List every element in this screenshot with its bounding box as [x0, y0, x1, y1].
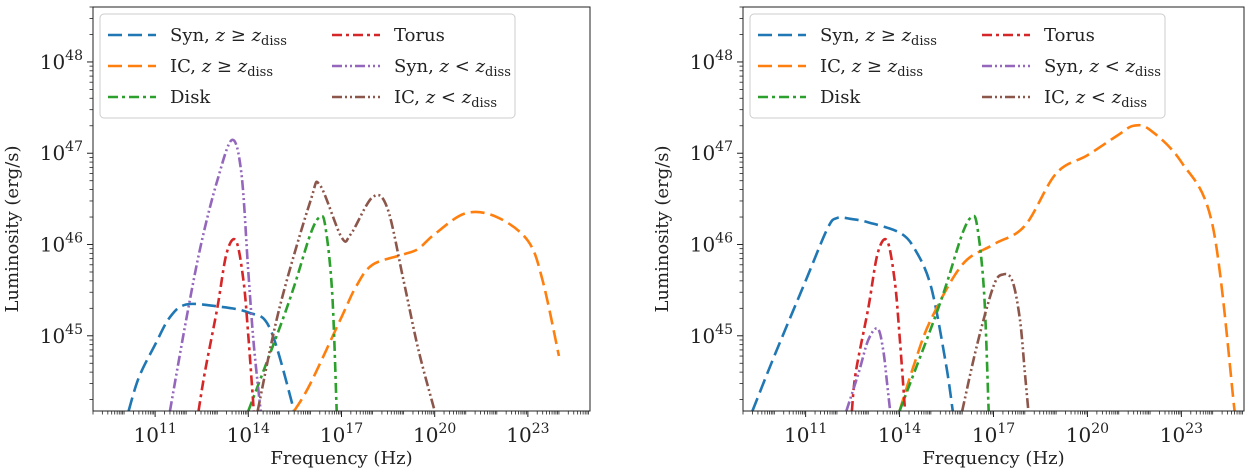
y-tick-label: 1048: [40, 48, 83, 74]
series-line-5: [168, 138, 262, 411]
x-tick-label: 1020: [413, 421, 456, 447]
legend-entry: Disk: [820, 87, 861, 108]
chart-panel-1: 1011 1014 1017 1020 1023 1045 1046 1047 1048 Freq…: [2, 6, 591, 469]
series-line-3: [247, 214, 338, 411]
y-tick-label: 1047: [690, 139, 733, 165]
y-tick-label: 1047: [40, 139, 83, 165]
x-tick-label: 1014: [227, 421, 270, 447]
y-tick-label: 1046: [690, 231, 733, 257]
x-tick-label: 1011: [784, 421, 827, 447]
x-tick-label: 1017: [320, 421, 363, 447]
series-line-2: [293, 210, 561, 411]
y-tick-label: 1048: [690, 48, 733, 74]
x-tick-label: 1023: [1160, 421, 1203, 447]
y-tick-label: 1046: [40, 231, 83, 257]
series-line-2: [898, 123, 1236, 411]
legend-entry: Disk: [170, 87, 211, 108]
x-tick-label: 1023: [506, 421, 549, 447]
y-axis-label: Luminosity (erg/s): [652, 145, 673, 312]
series-line-1: [127, 302, 296, 411]
plot-frame: [742, 6, 1245, 412]
legend-box: [99, 13, 516, 119]
legend-entry: Syn, z ≥ zdiss: [820, 25, 937, 49]
series-line-1: [751, 216, 955, 411]
x-tick-label: 1020: [1066, 421, 1109, 447]
series-line-5: [845, 327, 892, 411]
legend-entry: Torus: [394, 25, 445, 46]
x-axis-label: Frequency (Hz): [270, 448, 412, 469]
x-tick-label: 1017: [972, 421, 1015, 447]
series-line-4: [197, 237, 256, 411]
legend-entry: Torus: [1044, 25, 1095, 46]
y-tick-label: 1045: [40, 322, 83, 348]
y-tick-label: 1045: [690, 322, 733, 348]
legend-entry: IC, z < zdiss: [1044, 87, 1147, 111]
plot-frame: [92, 6, 591, 412]
series-line-4: [850, 237, 907, 411]
series-line-6: [960, 272, 1030, 411]
x-tick-label: 1011: [133, 421, 176, 447]
series-line-6: [256, 180, 436, 411]
x-axis-label: Frequency (Hz): [922, 448, 1064, 469]
legend-box: [749, 13, 1166, 119]
x-tick-label: 1014: [878, 421, 921, 447]
chart-panel-2: 1011 1014 1017 1020 1023 1045 1046 1047 1048 Freq…: [652, 6, 1245, 469]
series-line-3: [898, 214, 990, 411]
y-axis-label: Luminosity (erg/s): [2, 145, 23, 312]
